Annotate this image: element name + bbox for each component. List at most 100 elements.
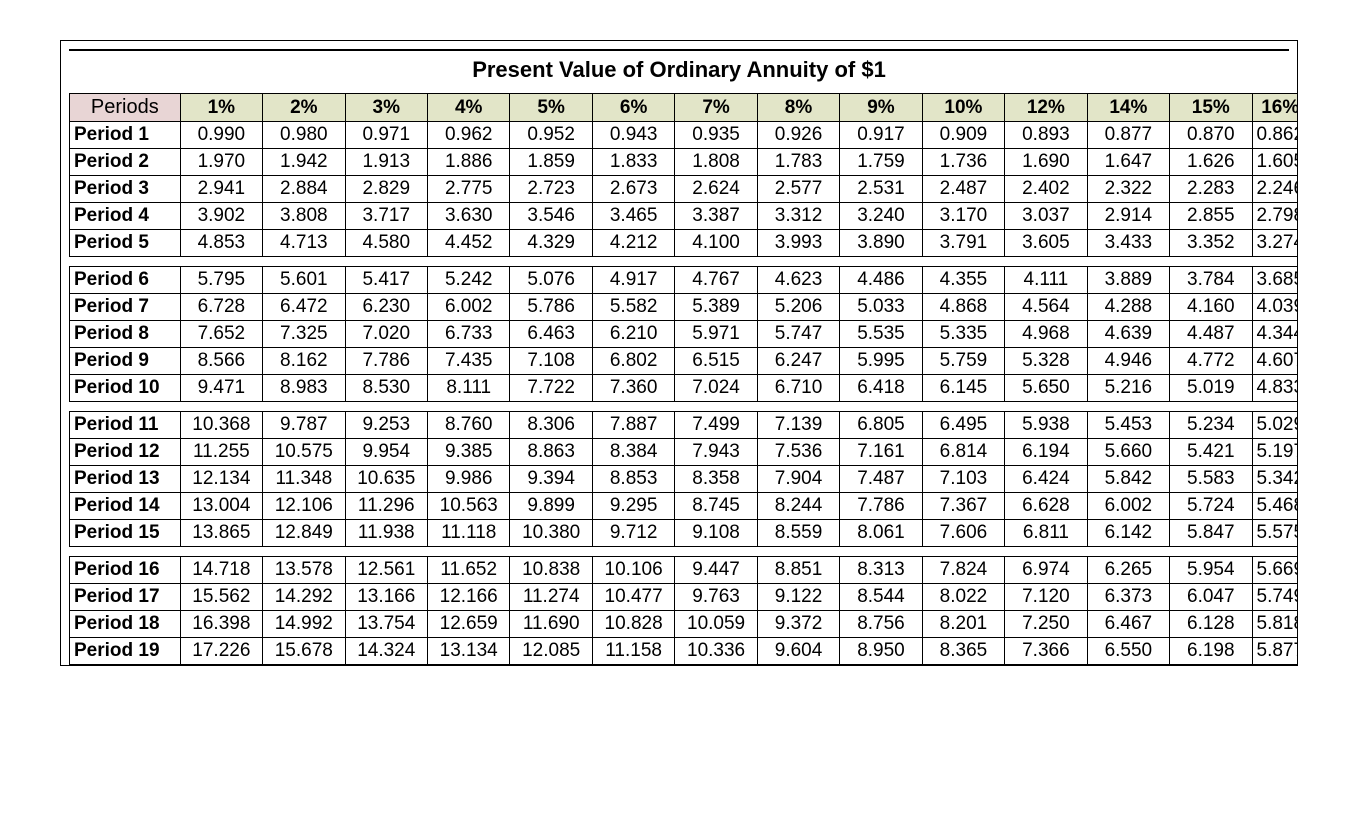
table-row: Period 1312.13411.34810.6359.9869.3948.8… bbox=[70, 466, 1299, 493]
value-cell: 2.855 bbox=[1170, 203, 1252, 230]
value-cell: 7.360 bbox=[592, 375, 674, 402]
value-cell: 5.786 bbox=[510, 294, 592, 321]
value-cell: 4.713 bbox=[263, 230, 345, 257]
value-cell: 2.531 bbox=[840, 176, 922, 203]
value-cell: 2.246 bbox=[1252, 176, 1298, 203]
value-cell: 12.166 bbox=[427, 584, 509, 611]
value-cell: 0.926 bbox=[757, 122, 839, 149]
value-cell: 2.723 bbox=[510, 176, 592, 203]
value-cell: 8.760 bbox=[427, 412, 509, 439]
value-cell: 3.717 bbox=[345, 203, 427, 230]
period-label-cell: Period 16 bbox=[70, 557, 181, 584]
value-cell: 9.253 bbox=[345, 412, 427, 439]
value-cell: 1.690 bbox=[1005, 149, 1087, 176]
value-cell: 3.685 bbox=[1252, 267, 1298, 294]
value-cell: 3.784 bbox=[1170, 267, 1252, 294]
value-cell: 2.577 bbox=[757, 176, 839, 203]
value-cell: 4.767 bbox=[675, 267, 757, 294]
value-cell: 0.971 bbox=[345, 122, 427, 149]
value-cell: 4.039 bbox=[1252, 294, 1298, 321]
rate-header-cell: 12% bbox=[1005, 94, 1087, 122]
value-cell: 3.465 bbox=[592, 203, 674, 230]
value-cell: 5.877 bbox=[1252, 638, 1298, 665]
value-cell: 6.811 bbox=[1005, 520, 1087, 547]
value-cell: 8.756 bbox=[840, 611, 922, 638]
period-label-cell: Period 14 bbox=[70, 493, 181, 520]
value-cell: 7.824 bbox=[922, 557, 1004, 584]
value-cell: 11.255 bbox=[180, 439, 262, 466]
value-cell: 7.887 bbox=[592, 412, 674, 439]
value-cell: 0.935 bbox=[675, 122, 757, 149]
value-cell: 6.194 bbox=[1005, 439, 1087, 466]
table-row: Period 54.8534.7134.5804.4524.3294.2124.… bbox=[70, 230, 1299, 257]
value-cell: 8.559 bbox=[757, 520, 839, 547]
value-cell: 3.433 bbox=[1087, 230, 1169, 257]
value-cell: 7.536 bbox=[757, 439, 839, 466]
value-cell: 5.328 bbox=[1005, 348, 1087, 375]
value-cell: 5.216 bbox=[1087, 375, 1169, 402]
value-cell: 9.763 bbox=[675, 584, 757, 611]
value-cell: 11.158 bbox=[592, 638, 674, 665]
value-cell: 7.250 bbox=[1005, 611, 1087, 638]
value-cell: 8.983 bbox=[263, 375, 345, 402]
value-cell: 9.986 bbox=[427, 466, 509, 493]
value-cell: 14.718 bbox=[180, 557, 262, 584]
period-label-cell: Period 5 bbox=[70, 230, 181, 257]
value-cell: 4.917 bbox=[592, 267, 674, 294]
value-cell: 14.292 bbox=[263, 584, 345, 611]
value-cell: 9.899 bbox=[510, 493, 592, 520]
value-cell: 4.564 bbox=[1005, 294, 1087, 321]
value-cell: 4.772 bbox=[1170, 348, 1252, 375]
value-cell: 5.582 bbox=[592, 294, 674, 321]
value-cell: 3.037 bbox=[1005, 203, 1087, 230]
value-cell: 13.865 bbox=[180, 520, 262, 547]
value-cell: 6.142 bbox=[1087, 520, 1169, 547]
value-cell: 2.914 bbox=[1087, 203, 1169, 230]
value-cell: 7.652 bbox=[180, 321, 262, 348]
period-label-cell: Period 12 bbox=[70, 439, 181, 466]
value-cell: 4.580 bbox=[345, 230, 427, 257]
value-cell: 5.234 bbox=[1170, 412, 1252, 439]
value-cell: 2.798 bbox=[1252, 203, 1298, 230]
value-cell: 12.659 bbox=[427, 611, 509, 638]
value-cell: 6.424 bbox=[1005, 466, 1087, 493]
periods-header-cell: Periods bbox=[70, 94, 181, 122]
value-cell: 3.352 bbox=[1170, 230, 1252, 257]
rate-header-cell: 9% bbox=[840, 94, 922, 122]
value-cell: 5.759 bbox=[922, 348, 1004, 375]
value-cell: 1.886 bbox=[427, 149, 509, 176]
period-label-cell: Period 15 bbox=[70, 520, 181, 547]
value-cell: 6.974 bbox=[1005, 557, 1087, 584]
rate-header-cell: 4% bbox=[427, 94, 509, 122]
period-label-cell: Period 8 bbox=[70, 321, 181, 348]
value-cell: 8.358 bbox=[675, 466, 757, 493]
value-cell: 4.607 bbox=[1252, 348, 1298, 375]
value-cell: 2.941 bbox=[180, 176, 262, 203]
value-cell: 6.210 bbox=[592, 321, 674, 348]
value-cell: 7.103 bbox=[922, 466, 1004, 493]
value-cell: 5.468 bbox=[1252, 493, 1298, 520]
value-cell: 12.106 bbox=[263, 493, 345, 520]
value-cell: 9.394 bbox=[510, 466, 592, 493]
value-cell: 7.108 bbox=[510, 348, 592, 375]
value-cell: 7.786 bbox=[345, 348, 427, 375]
value-cell: 10.368 bbox=[180, 412, 262, 439]
value-cell: 10.575 bbox=[263, 439, 345, 466]
rate-header-cell: 10% bbox=[922, 94, 1004, 122]
value-cell: 6.002 bbox=[427, 294, 509, 321]
value-cell: 7.020 bbox=[345, 321, 427, 348]
value-cell: 4.486 bbox=[840, 267, 922, 294]
value-cell: 8.530 bbox=[345, 375, 427, 402]
value-cell: 5.453 bbox=[1087, 412, 1169, 439]
value-cell: 1.783 bbox=[757, 149, 839, 176]
value-cell: 9.295 bbox=[592, 493, 674, 520]
value-cell: 15.678 bbox=[263, 638, 345, 665]
value-cell: 3.791 bbox=[922, 230, 1004, 257]
value-cell: 10.106 bbox=[592, 557, 674, 584]
value-cell: 8.022 bbox=[922, 584, 1004, 611]
value-cell: 0.862 bbox=[1252, 122, 1298, 149]
table-row: Period 21.9701.9421.9131.8861.8591.8331.… bbox=[70, 149, 1299, 176]
value-cell: 16.398 bbox=[180, 611, 262, 638]
value-cell: 5.749 bbox=[1252, 584, 1298, 611]
rate-header-cell: 14% bbox=[1087, 94, 1169, 122]
